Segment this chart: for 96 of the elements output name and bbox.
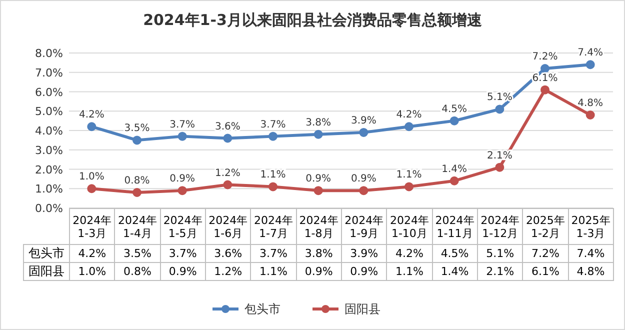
point: [314, 186, 323, 196]
text: 3.9%: [350, 115, 376, 126]
point: [132, 136, 142, 145]
point: [404, 122, 414, 132]
text: 1.1%: [396, 170, 422, 181]
data-label: 0.9%: [296, 262, 342, 280]
point: [540, 64, 550, 73]
text: 3.7%: [260, 119, 286, 130]
data-label: 4.2%: [386, 244, 432, 262]
data-label: 1.2%: [205, 262, 251, 280]
point: [586, 110, 595, 120]
text: 3.6%: [214, 121, 240, 132]
point: [87, 122, 96, 132]
text: 包头市: [28, 246, 64, 260]
point: [178, 132, 187, 141]
legend-label: 固阳县: [344, 302, 380, 316]
y-tick-label: 4.0%: [35, 124, 63, 138]
x-tick-label: 2024年1-7月: [252, 214, 294, 240]
y-tick-label: 3.0%: [35, 144, 63, 157]
x-tick-label: 2024年1-4月: [116, 214, 158, 240]
data-label: 1.0%: [70, 262, 115, 280]
point: [359, 128, 368, 137]
x-tick-label: 2024年1-5月: [162, 214, 204, 240]
data-label: 5.1%: [477, 244, 523, 262]
x-tick-label: 2024年1-9月: [344, 214, 385, 240]
x-tick-label: 2024年1-11月: [434, 214, 476, 240]
point: [359, 186, 368, 196]
text: 3.7%: [170, 119, 196, 130]
text: 1.2%: [214, 168, 240, 179]
data-label: 7.2%: [522, 244, 568, 262]
x-tick-label: 2025年1-2月: [524, 214, 566, 240]
data-label: 1.1%: [386, 262, 432, 280]
text: 0.9%: [350, 174, 376, 185]
text: 0.8%: [124, 176, 150, 186]
data-label: 1.1%: [250, 262, 296, 280]
text: 1.4%: [442, 164, 468, 175]
y-tick-label: 6.0%: [35, 86, 63, 99]
x-tick-label: 2025年1-3月: [570, 214, 612, 240]
data-label: 4.5%: [432, 244, 478, 262]
data-label: 2.1%: [477, 262, 523, 280]
data-label: 6.1%: [522, 262, 568, 280]
data-label: 4.8%: [568, 262, 614, 280]
x-tick-label: 2024年1-6月: [208, 214, 249, 240]
data-label: 3.8%: [296, 244, 342, 262]
point: [87, 184, 96, 194]
text: 0.9%: [306, 174, 332, 185]
point: [132, 188, 142, 197]
text: 3.8%: [306, 117, 332, 128]
y-tick-label: 8.0%: [35, 47, 63, 60]
y-tick-label: 1.0%: [35, 182, 63, 196]
x-tick-label: 2024年1-12月: [480, 214, 521, 240]
point: [450, 116, 459, 126]
point: [495, 162, 504, 172]
text: 3.5%: [124, 123, 150, 134]
y-tick-label: 7.0%: [35, 66, 63, 80]
data-label: 4.2%: [70, 244, 115, 262]
point: [178, 186, 187, 196]
x-tick-label: 2024年1-3月: [72, 214, 113, 240]
point: [404, 182, 414, 192]
point: [223, 180, 232, 190]
data-label: 1.4%: [432, 262, 478, 280]
data-label: 3.6%: [205, 244, 251, 262]
text: 5.1%: [486, 92, 512, 104]
text: 4.2%: [78, 110, 104, 121]
y-tick-label: 2.0%: [35, 163, 63, 176]
y-tick-label: 5.0%: [35, 105, 63, 118]
text: 7.2%: [532, 52, 558, 62]
point: [223, 134, 232, 143]
text: 4.8%: [578, 98, 604, 109]
point: [540, 85, 550, 94]
text: 0.9%: [170, 174, 196, 185]
data-label: 7.4%: [568, 244, 614, 262]
x-tick-label: 2024年1-8月: [298, 214, 340, 240]
text: 4.5%: [442, 104, 468, 115]
data-label: 3.9%: [341, 244, 387, 262]
data-label: 0.9%: [160, 262, 206, 280]
data-label: 3.7%: [160, 244, 206, 262]
data-label: 0.9%: [341, 262, 387, 280]
point: [586, 60, 595, 70]
point: [268, 132, 278, 141]
data-label: 3.7%: [250, 244, 296, 262]
text: 1.0%: [78, 172, 104, 183]
point: [495, 104, 504, 114]
point: [314, 130, 323, 139]
y-tick-label: 0.0%: [35, 202, 63, 215]
data-label: 3.5%: [114, 244, 160, 262]
title: 2024年1-3月以来固阳县社会消费品零售总额增速: [143, 11, 482, 29]
point: [268, 182, 278, 192]
legend-label: 包头市: [244, 302, 280, 316]
x-tick-label: 2024年1-10月: [388, 214, 430, 240]
text: 7.4%: [578, 48, 604, 59]
text: 1.1%: [260, 170, 286, 181]
point: [450, 176, 459, 186]
data-label: 0.8%: [114, 262, 160, 280]
text: 固阳县: [28, 264, 64, 278]
text: 4.2%: [396, 110, 422, 121]
